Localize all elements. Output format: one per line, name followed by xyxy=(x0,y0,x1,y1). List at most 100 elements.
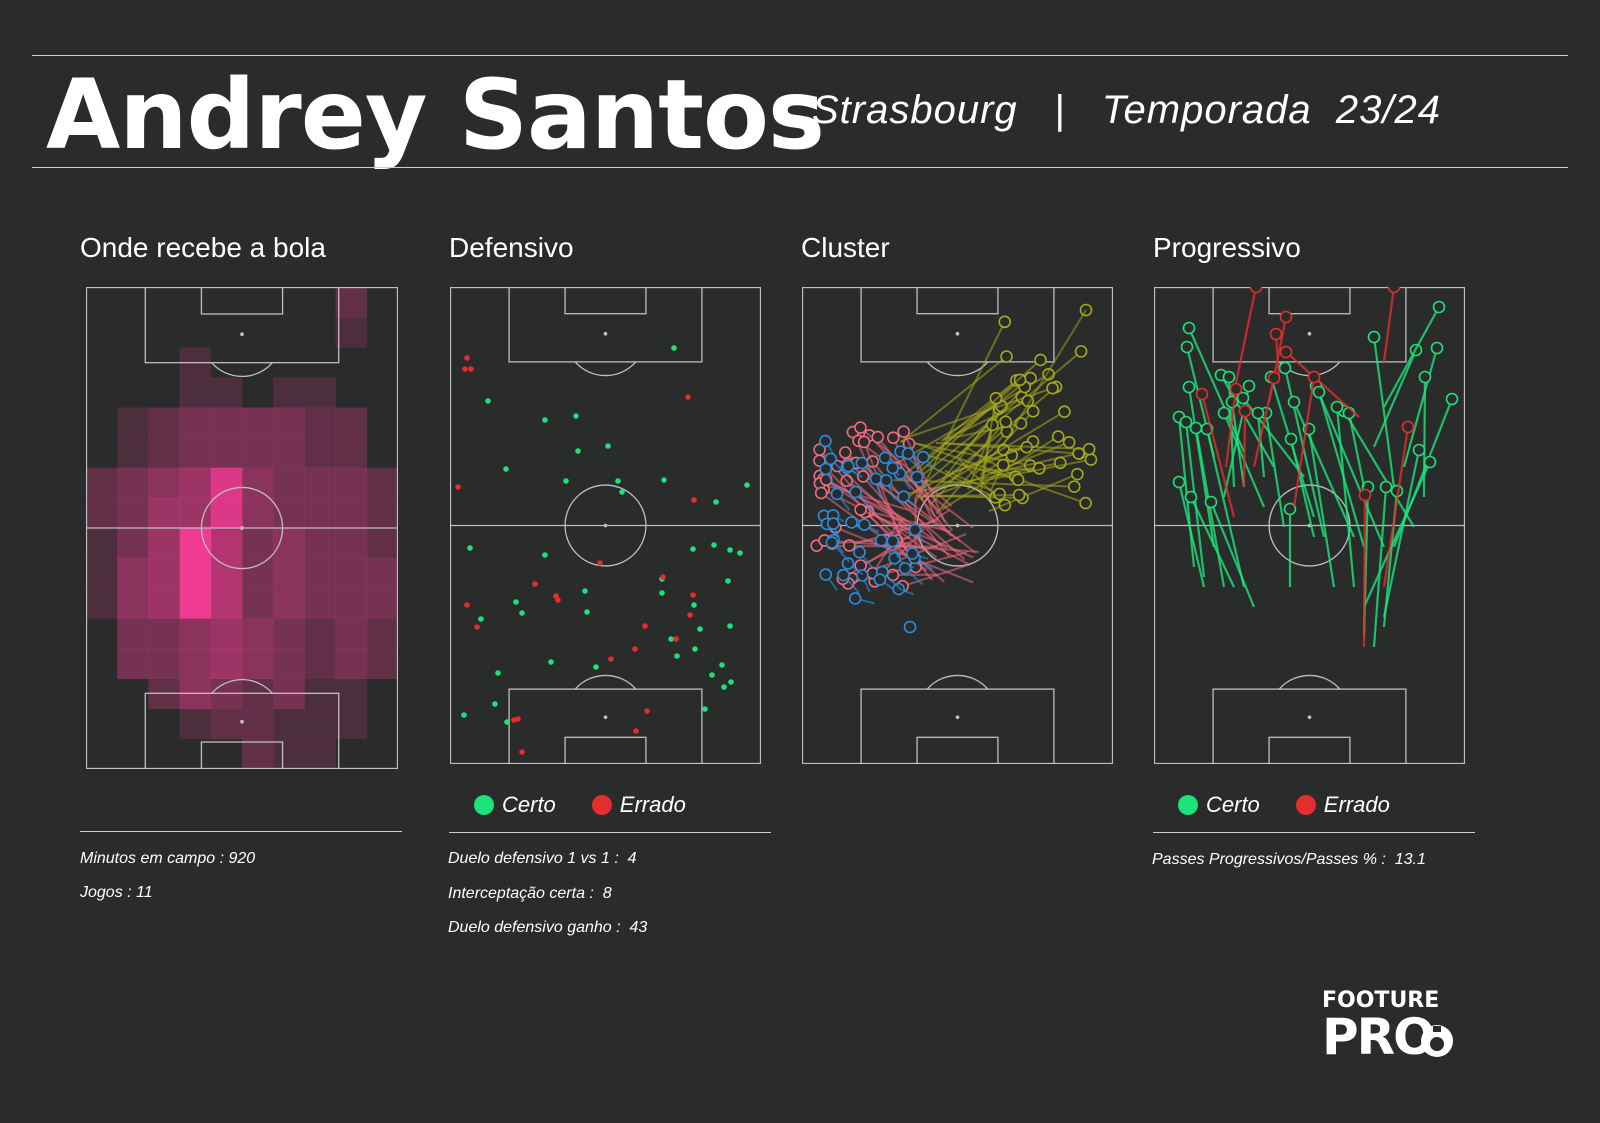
heat-cell xyxy=(117,407,149,438)
defensive-action-dot xyxy=(633,728,639,734)
progressive-pass-marker xyxy=(1430,341,1444,355)
progressive-pass-marker xyxy=(1251,406,1265,420)
defensive-action-dot xyxy=(464,355,470,361)
cluster-olive-marker xyxy=(1013,373,1027,387)
cluster-olive-marker xyxy=(998,315,1012,329)
heat-cell xyxy=(242,738,274,769)
cluster-olive-marker xyxy=(1071,467,1084,481)
progressive-pass-marker xyxy=(1180,340,1194,354)
defensive-action-dot xyxy=(690,592,696,598)
heat-cell xyxy=(304,618,336,649)
progressive-pitch xyxy=(1154,287,1465,764)
cluster-olive-line xyxy=(900,439,1031,467)
cluster-blue-marker xyxy=(819,568,832,581)
defensive-action-dot xyxy=(503,466,509,472)
cluster-pink-marker xyxy=(871,430,885,444)
bottom-penalty-box xyxy=(860,688,1055,764)
heat-cell xyxy=(273,377,305,408)
heat-cell xyxy=(210,528,243,559)
heat-cell xyxy=(148,528,180,559)
cluster-blue-marker xyxy=(869,472,883,486)
progressive-pass-line xyxy=(1187,327,1246,453)
defensive-action-dot xyxy=(468,366,474,372)
cluster-blue-marker xyxy=(910,470,924,484)
cluster-pink-marker xyxy=(854,421,867,434)
cluster-blue-marker xyxy=(888,552,901,565)
defensive-action-dot xyxy=(542,552,548,558)
progressive-pass-line xyxy=(1362,494,1367,648)
heat-cell xyxy=(148,648,180,679)
centre-spot xyxy=(955,523,960,528)
heat-cell xyxy=(304,467,336,499)
defensive-action-dot xyxy=(584,609,590,615)
cluster-pink-marker xyxy=(886,431,900,444)
heat-cell xyxy=(335,317,368,348)
progressive-pass-line xyxy=(1314,385,1386,548)
progressive-pass-marker xyxy=(1172,475,1186,489)
progressive-pass-marker xyxy=(1184,490,1198,504)
heat-cell xyxy=(304,437,336,469)
top-penalty-box xyxy=(1212,287,1407,363)
heat-cell xyxy=(179,497,212,529)
top-six-yard-box xyxy=(916,287,999,315)
heat-cell xyxy=(242,618,274,649)
season-value: 23/24 xyxy=(1335,88,1441,132)
cluster-blue-marker xyxy=(841,459,855,473)
centre-circle xyxy=(564,484,647,567)
cluster-olive-line xyxy=(980,467,1040,472)
heat-cell xyxy=(210,588,243,619)
cluster-olive-line xyxy=(930,421,1007,505)
heat-cell xyxy=(117,648,149,679)
defensive-action-dot xyxy=(674,653,680,659)
heat-cell xyxy=(86,497,118,529)
cluster-olive-line xyxy=(916,359,1042,470)
defensive-legend: Certo Errado xyxy=(474,792,722,818)
logo-line1: FOOTURE xyxy=(1322,988,1440,1013)
progressive-pass-line xyxy=(1285,351,1360,418)
cluster-blue-marker xyxy=(903,620,917,634)
cluster-blue-marker xyxy=(901,447,915,460)
heat-cell xyxy=(273,407,305,438)
progressive-pass-marker xyxy=(1269,327,1283,341)
progressive-pass-marker xyxy=(1358,488,1372,502)
progressive-pass-line xyxy=(1177,481,1206,588)
defensive-action-dot xyxy=(573,413,579,419)
progressive-pass-line xyxy=(1242,410,1247,488)
bottom-penalty-spot xyxy=(955,715,960,720)
bottom-six-yard-box xyxy=(1268,736,1351,764)
cluster-title: Cluster xyxy=(801,232,890,263)
defensive-action-dot xyxy=(721,684,727,690)
progressive-pass-line xyxy=(1317,391,1366,548)
heat-cell xyxy=(366,558,398,589)
cluster-pink-line xyxy=(902,431,946,523)
heat-cell xyxy=(335,437,368,469)
defensive-action-dot xyxy=(692,646,698,652)
heat-cell xyxy=(273,437,305,469)
progressive-pass-marker xyxy=(1189,421,1203,435)
progressive-pass-marker xyxy=(1217,406,1231,420)
ball-icon-hole xyxy=(1430,1037,1444,1051)
progressive-pass-marker xyxy=(1412,443,1426,457)
progressive-pass-line xyxy=(1292,401,1356,538)
heat-cell xyxy=(179,407,212,438)
defensive-action-dot xyxy=(671,345,677,351)
heat-cell xyxy=(86,528,118,559)
cluster-olive-marker xyxy=(1079,496,1092,510)
bottom-six-yard-box xyxy=(916,736,999,764)
player-name: Andrey Santos xyxy=(46,59,825,171)
progressive-pass-marker xyxy=(1279,310,1293,324)
defensive-action-dot xyxy=(709,672,715,678)
cluster-olive-marker xyxy=(1051,430,1065,443)
cluster-svg xyxy=(802,287,1113,764)
centre-spot xyxy=(240,526,244,530)
logo-line2: PRO xyxy=(1322,1008,1436,1066)
cluster-blue-marker xyxy=(879,474,893,487)
progressive-pass-line xyxy=(1372,336,1396,488)
progressive-pass-marker xyxy=(1401,420,1415,434)
defensive-action-dot xyxy=(673,636,679,642)
defensive-action-dot xyxy=(485,398,491,404)
defensive-action-dot xyxy=(691,602,697,608)
defensive-action-dot xyxy=(597,560,603,566)
heat-cell xyxy=(304,377,336,408)
defensive-action-dot xyxy=(492,701,498,707)
